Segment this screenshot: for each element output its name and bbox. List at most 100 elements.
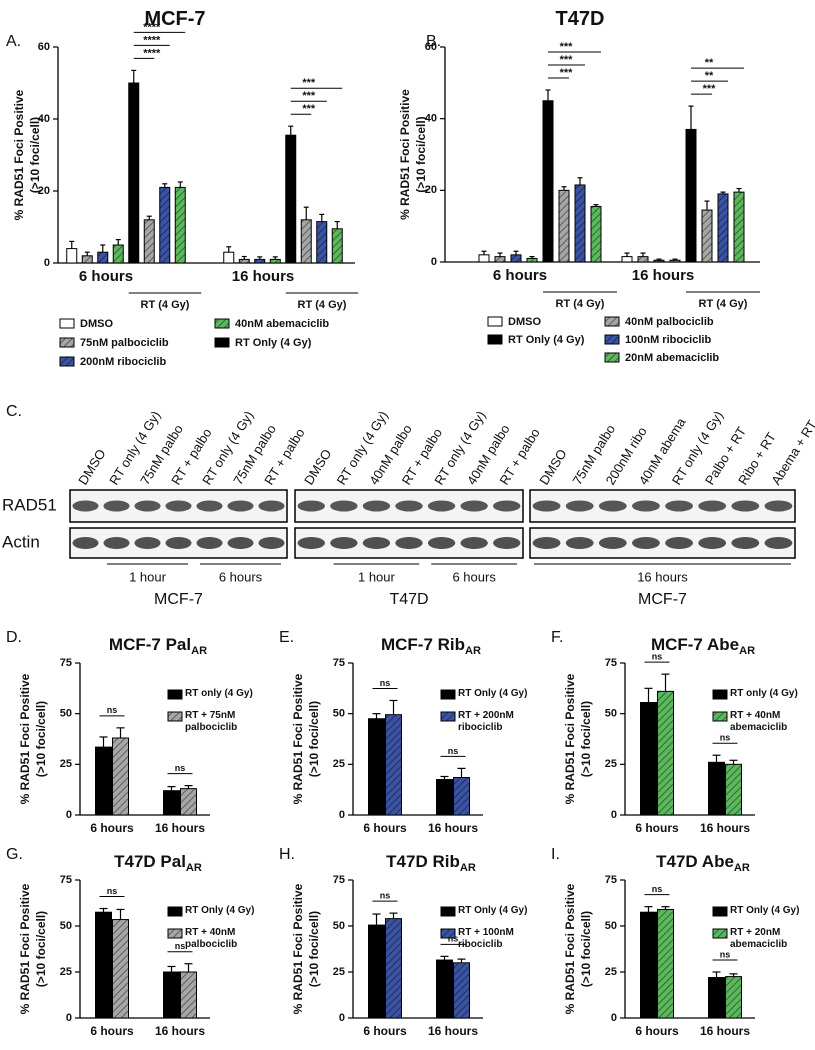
error-bar bbox=[688, 105, 694, 130]
error-bar bbox=[99, 907, 108, 913]
chart-title: T47D bbox=[556, 8, 605, 30]
y-tick-label: 25 bbox=[605, 966, 617, 978]
y-axis-label: (>10 foci/cell) bbox=[34, 911, 48, 987]
error-bar bbox=[184, 785, 193, 789]
legend-swatch bbox=[167, 711, 183, 722]
legend-swatch bbox=[214, 337, 230, 348]
x-category-label: 6 hours bbox=[90, 1024, 134, 1038]
legend-label-box: RT + 75nM palbociclib bbox=[185, 710, 238, 733]
bar bbox=[669, 259, 681, 263]
y-tick-label: 75 bbox=[333, 874, 345, 886]
error-bar bbox=[177, 181, 183, 188]
error-bar bbox=[167, 965, 176, 972]
panel-letter: F. bbox=[551, 629, 563, 646]
legend-label: 100nM ribociclib bbox=[625, 334, 711, 346]
significance-label: **** bbox=[143, 21, 161, 33]
error-bar bbox=[241, 255, 247, 260]
error-bar bbox=[497, 252, 503, 257]
significance-label: ns bbox=[107, 705, 118, 715]
panel-letter: G. bbox=[6, 846, 23, 863]
significance-label: ** bbox=[705, 70, 714, 82]
legend-swatch bbox=[712, 906, 728, 917]
significance-label: ns bbox=[652, 652, 663, 662]
error-bar bbox=[146, 215, 152, 220]
legend-swatch bbox=[604, 352, 620, 363]
chart-title: MCF-7 AbeAR bbox=[651, 635, 755, 656]
blot-band bbox=[362, 537, 391, 549]
error-bar bbox=[440, 955, 449, 961]
blot-band bbox=[665, 537, 693, 549]
bar bbox=[368, 924, 385, 1019]
blot-band bbox=[427, 537, 456, 549]
lane-label: Abema + RT bbox=[768, 417, 815, 487]
y-tick-label: 50 bbox=[333, 920, 345, 932]
bar bbox=[331, 228, 343, 264]
legend-label: 200nM ribociclib bbox=[80, 356, 166, 368]
bar bbox=[478, 254, 490, 263]
legend-swatch bbox=[440, 711, 456, 722]
bar bbox=[112, 737, 129, 816]
y-axis-label: % RAD51 Foci Positive bbox=[291, 673, 305, 804]
blot-band bbox=[103, 537, 130, 549]
legend-label: 40nM palbociclib bbox=[625, 316, 714, 328]
error-bar bbox=[162, 183, 168, 188]
title-text: MCF-7 Pal bbox=[109, 635, 191, 654]
bar bbox=[285, 134, 297, 264]
error-bar bbox=[272, 256, 278, 260]
legend-label-box: RT + 100nM ribociclib bbox=[458, 927, 514, 950]
bar bbox=[574, 184, 586, 263]
bar bbox=[163, 971, 180, 1019]
blot-band bbox=[764, 537, 793, 549]
y-tick-label: 0 bbox=[44, 257, 50, 269]
panel-letter: C. bbox=[6, 403, 22, 420]
blot-band bbox=[330, 500, 358, 512]
error-bar bbox=[561, 186, 567, 191]
title-text: MCF-7 bbox=[144, 8, 205, 30]
significance-label: *** bbox=[302, 90, 316, 102]
y-axis-label: % RAD51 Foci Positive bbox=[18, 673, 32, 804]
bar bbox=[368, 718, 385, 816]
error-bar bbox=[389, 912, 398, 919]
error-bar bbox=[640, 252, 646, 257]
significance-label: ns bbox=[448, 934, 459, 944]
bar bbox=[174, 186, 186, 264]
y-axis-label: % RAD51 Foci Positive bbox=[563, 673, 577, 804]
timepoint-label: 1 hour bbox=[358, 569, 396, 584]
legend-label: RT + 75nM palbociclib bbox=[185, 710, 238, 733]
bar bbox=[717, 193, 729, 263]
title-text: T47D Pal bbox=[114, 852, 186, 871]
y-axis-label: % RAD51 Foci Positive bbox=[291, 883, 305, 1014]
error-bar bbox=[704, 200, 710, 211]
error-bar bbox=[226, 246, 232, 253]
blot-band bbox=[395, 500, 423, 512]
group-note: RT (4 Gy) bbox=[298, 299, 347, 311]
error-bar bbox=[457, 767, 466, 778]
bar bbox=[143, 219, 155, 264]
y-axis-label: (>10 foci/cell) bbox=[579, 701, 593, 777]
y-tick-label: 50 bbox=[605, 920, 617, 932]
bar bbox=[436, 779, 453, 816]
x-category-label: 6 hours bbox=[363, 1024, 407, 1038]
cell-line-label: T47D bbox=[389, 591, 428, 608]
error-bar bbox=[712, 754, 721, 763]
title-subscript: AR bbox=[734, 862, 750, 874]
error-bar bbox=[672, 258, 678, 261]
y-tick-label: 20 bbox=[38, 185, 50, 197]
legend-swatch bbox=[440, 906, 456, 917]
error-bar bbox=[116, 908, 125, 920]
timepoint-label: 6 hours bbox=[219, 569, 263, 584]
bar bbox=[685, 128, 697, 263]
legend-label: RT only (4 Gy) bbox=[185, 688, 253, 699]
chart-title: MCF-7 RibAR bbox=[381, 635, 481, 656]
error-bar bbox=[712, 971, 721, 978]
bar bbox=[453, 777, 470, 816]
y-tick-label: 75 bbox=[60, 874, 72, 886]
error-bar bbox=[131, 69, 137, 83]
significance-label: ns bbox=[380, 678, 391, 688]
blot-band bbox=[493, 500, 521, 512]
title-subscript: AR bbox=[465, 645, 481, 657]
y-tick-label: 25 bbox=[333, 966, 345, 978]
bar bbox=[708, 761, 725, 816]
error-bar bbox=[440, 775, 449, 780]
legend-label: DMSO bbox=[508, 316, 541, 328]
